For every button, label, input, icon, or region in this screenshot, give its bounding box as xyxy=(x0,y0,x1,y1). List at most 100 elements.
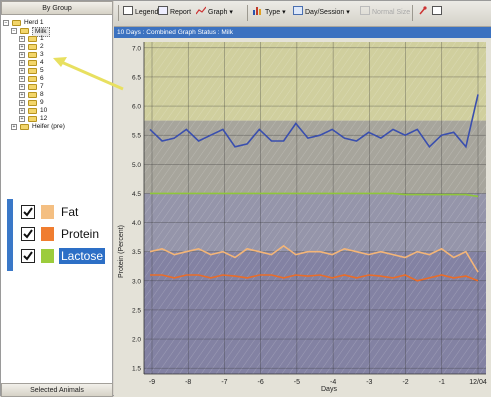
tree-item-group[interactable]: +7 xyxy=(3,83,111,91)
expand-icon[interactable]: + xyxy=(19,60,25,66)
y-tick-label: 3.0 xyxy=(132,278,141,285)
folder-icon xyxy=(28,108,37,114)
folder-icon xyxy=(28,116,37,122)
folder-icon xyxy=(28,92,37,98)
help-button[interactable] xyxy=(432,6,444,20)
tree-item-label: 1 xyxy=(40,35,44,42)
y-tick-label: 4.5 xyxy=(132,191,141,198)
chart-status-bar: 10 Days : Combined Graph Status : Milk xyxy=(114,27,491,38)
legend-item[interactable]: Lactose xyxy=(21,247,106,265)
tree-item-group[interactable]: +4 xyxy=(3,59,111,67)
expand-icon[interactable]: + xyxy=(19,100,25,106)
checkmark-icon xyxy=(23,207,33,217)
chart-texture xyxy=(144,42,486,374)
series-line xyxy=(150,274,479,282)
tree-item-herd[interactable]: − Herd 1 xyxy=(3,19,111,27)
legend-sidebar-strip xyxy=(7,199,13,271)
y-tick-label: 6.0 xyxy=(132,104,141,111)
tree-item-group[interactable]: +1 xyxy=(3,35,111,43)
expand-icon[interactable]: + xyxy=(19,52,25,58)
y-tick-label: 2.5 xyxy=(132,307,141,314)
checkmark-icon xyxy=(23,229,33,239)
legend-checkbox[interactable] xyxy=(21,249,35,263)
y-tick-label: 5.5 xyxy=(132,133,141,140)
x-tick-label: -1 xyxy=(439,379,445,386)
tree-item-group[interactable]: +5 xyxy=(3,67,111,75)
tree-item-label: 4 xyxy=(40,59,44,66)
expand-icon[interactable]: + xyxy=(19,84,25,90)
legend-item[interactable]: Fat xyxy=(21,203,105,221)
legend-label: Lactose xyxy=(59,248,106,264)
legend-checkbox[interactable] xyxy=(21,205,35,219)
normal-size-button[interactable]: Normal Size xyxy=(360,6,410,20)
x-tick-label: -8 xyxy=(185,379,191,386)
expand-icon[interactable]: + xyxy=(11,124,17,130)
x-axis-label: Days xyxy=(321,386,337,393)
collapse-icon[interactable]: − xyxy=(11,28,17,34)
tree-item-label: Milk xyxy=(32,27,50,37)
tree-item-milk[interactable]: − Milk xyxy=(3,27,111,37)
folder-icon xyxy=(28,44,37,50)
tree-item-label: 12 xyxy=(40,115,48,122)
graph-icon xyxy=(195,6,207,15)
folder-icon xyxy=(28,76,37,82)
y-tick-label: 1.5 xyxy=(132,366,141,373)
series-line xyxy=(149,244,479,273)
expand-icon[interactable]: + xyxy=(19,116,25,122)
tree-item-group[interactable]: +8 xyxy=(3,91,111,99)
legend-swatch xyxy=(41,227,54,241)
x-tick-label: -2 xyxy=(402,379,408,386)
x-tick-label: -4 xyxy=(330,379,336,386)
legend-icon xyxy=(123,6,133,15)
expand-icon[interactable]: + xyxy=(19,68,25,74)
tree-item-label: 2 xyxy=(40,43,44,50)
expand-icon[interactable]: + xyxy=(19,44,25,50)
expand-icon[interactable]: + xyxy=(19,76,25,82)
tree-item-group[interactable]: +6 xyxy=(3,75,111,83)
x-tick-label: -6 xyxy=(258,379,264,386)
zoom-icon xyxy=(360,6,370,15)
expand-icon[interactable]: + xyxy=(19,92,25,98)
tree-item-label: 6 xyxy=(40,75,44,82)
series-line xyxy=(149,94,479,149)
legend-item[interactable]: Protein xyxy=(21,225,105,243)
type-button[interactable]: Type ▾ xyxy=(253,6,286,20)
chart-canvas: -9 -8 -7 -6 -5 -4 -3 -2 -1 12/04 7.0 6.5 6.0 5.5 5.0 4.… xyxy=(114,38,491,397)
report-button[interactable]: Report xyxy=(158,6,191,20)
tree-item-heifer[interactable]: + Heifer (pre) xyxy=(3,123,111,131)
day-session-button[interactable]: Day/Session ▾ xyxy=(293,6,350,20)
bar-chart-icon xyxy=(253,6,263,15)
folder-icon xyxy=(28,52,37,58)
x-tick-label: 12/04 xyxy=(469,379,487,386)
pin-button[interactable] xyxy=(418,6,430,20)
expand-icon[interactable]: + xyxy=(19,36,25,42)
toolbar-separator xyxy=(412,5,413,21)
folder-icon xyxy=(20,124,29,130)
tree-item-label: Herd 1 xyxy=(24,19,44,26)
toolbar-separator xyxy=(247,5,248,21)
tree-item-group[interactable]: +3 xyxy=(3,51,111,59)
legend-swatch xyxy=(41,205,54,219)
report-icon xyxy=(158,6,168,15)
pin-icon xyxy=(418,6,428,15)
group-panel-header[interactable]: By Group xyxy=(1,1,113,15)
group-panel: By Group − Herd 1− Milk +1 +2 +3 +4 +5 +6 +7 +8 +9 +… xyxy=(1,1,113,397)
graph-button[interactable]: Graph ▾ xyxy=(195,6,233,20)
tree-item-label: 8 xyxy=(40,91,44,98)
y-tick-label: 5.0 xyxy=(132,162,141,169)
legend-button[interactable]: Legend xyxy=(123,6,158,20)
tree-item-group[interactable]: +10 xyxy=(3,107,111,115)
selected-animals-button[interactable]: Selected Animals xyxy=(1,383,113,397)
legend-checkbox[interactable] xyxy=(21,227,35,241)
checkmark-icon xyxy=(23,251,33,261)
tree-item-group[interactable]: +12 xyxy=(3,115,111,123)
tree-item-group[interactable]: +2 xyxy=(3,43,111,51)
folder-icon xyxy=(28,68,37,74)
tree-item-group[interactable]: +9 xyxy=(3,99,111,107)
collapse-icon[interactable]: − xyxy=(3,20,9,26)
series-line xyxy=(150,192,479,198)
legend-swatch xyxy=(41,249,54,263)
expand-icon[interactable]: + xyxy=(19,108,25,114)
folder-icon xyxy=(28,36,37,42)
